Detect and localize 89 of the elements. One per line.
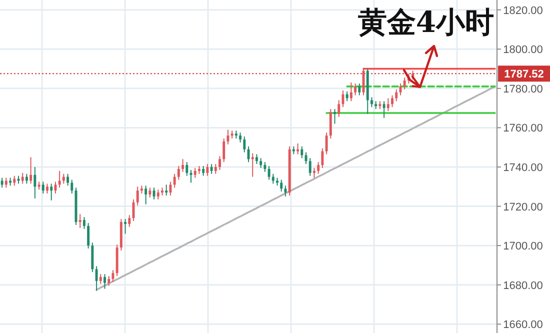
candlestick	[0, 177, 4, 188]
candlestick	[78, 214, 82, 228]
y-tick-label: 1660.00	[503, 319, 543, 332]
candlestick	[13, 175, 16, 186]
candlestick	[165, 184, 168, 196]
y-tick-label: 1680.00	[503, 280, 543, 292]
candlestick	[173, 173, 176, 188]
ref-line-label: 1787.52	[504, 68, 544, 81]
candlestick	[386, 98, 390, 112]
candlestick	[226, 129, 230, 145]
candlestick	[317, 162, 320, 174]
candlestick	[136, 186, 139, 206]
candlestick	[243, 136, 246, 153]
candlestick	[395, 88, 398, 102]
candlestick	[152, 187, 156, 200]
candlestick	[58, 170, 61, 188]
candlestick	[108, 276, 110, 286]
y-tick-label: 1780.00	[503, 83, 543, 96]
candlestick	[342, 90, 344, 108]
candlestick	[112, 270, 114, 282]
candlestick	[329, 108, 332, 140]
candlestick	[124, 218, 127, 234]
y-tick-label: 1800.00	[503, 44, 543, 56]
candlestick	[25, 173, 28, 184]
chart-title: 黄金4小时	[356, 5, 494, 39]
candlestick	[82, 216, 86, 230]
y-tick-label: 1720.00	[503, 201, 543, 214]
candlestick	[403, 77, 406, 90]
candlestick	[148, 187, 152, 198]
candlestick	[308, 158, 312, 176]
candlestick	[300, 146, 304, 159]
candlestick	[346, 90, 348, 102]
candlestick	[104, 274, 106, 290]
candlestick	[264, 162, 266, 172]
candlestick	[4, 177, 8, 188]
candlestick	[280, 179, 283, 192]
candlestick	[144, 185, 148, 205]
candlestick	[222, 138, 226, 163]
candlestick	[54, 181, 57, 194]
candlestick	[255, 154, 258, 165]
candlestick	[186, 162, 188, 176]
candlestick	[66, 173, 70, 186]
candlestick	[296, 142, 300, 155]
candlestick	[42, 181, 44, 194]
y-tick-label: 1820.00	[503, 4, 543, 17]
candlestick	[30, 156, 32, 184]
candlestick	[284, 185, 287, 197]
candlestick	[177, 166, 180, 180]
candlestick	[325, 132, 328, 155]
candlestick	[350, 82, 352, 102]
candlestick	[91, 242, 94, 273]
candlestick	[218, 156, 221, 170]
candlestick	[338, 100, 340, 118]
candlestick	[156, 189, 160, 200]
candlestick	[21, 172, 24, 184]
y-tick-label: 1740.00	[503, 162, 543, 174]
candlestick	[70, 179, 74, 194]
candlestick	[87, 222, 90, 250]
candlestick	[62, 173, 65, 184]
candlestick	[354, 82, 357, 96]
candlestick	[214, 164, 217, 174]
candlestick	[260, 158, 262, 168]
candlestick	[99, 274, 102, 284]
candlestick	[268, 166, 270, 180]
candlestick	[46, 183, 48, 194]
candlestick	[358, 82, 361, 96]
candlestick	[399, 82, 402, 96]
candlestick	[210, 164, 213, 174]
candlestick	[128, 214, 131, 228]
candlestick	[34, 166, 36, 199]
candlestick	[334, 108, 336, 124]
candlestick	[239, 132, 242, 143]
candlestick	[321, 148, 324, 168]
candlestick	[194, 167, 196, 178]
candlestick	[169, 181, 172, 196]
candlestick	[391, 94, 394, 108]
candlestick	[312, 167, 316, 178]
candlestick	[95, 266, 98, 292]
candlestick	[50, 183, 53, 201]
candlestick	[182, 158, 184, 172]
candlestick	[370, 96, 373, 108]
candlestick	[382, 100, 386, 118]
candlestick	[272, 173, 274, 184]
y-tick-label: 1760.00	[503, 122, 543, 135]
line-series	[96, 86, 496, 291]
candlestick	[251, 152, 254, 178]
y-tick-label: 1700.00	[503, 240, 543, 253]
candlestick	[202, 166, 205, 176]
candlestick	[206, 164, 209, 176]
